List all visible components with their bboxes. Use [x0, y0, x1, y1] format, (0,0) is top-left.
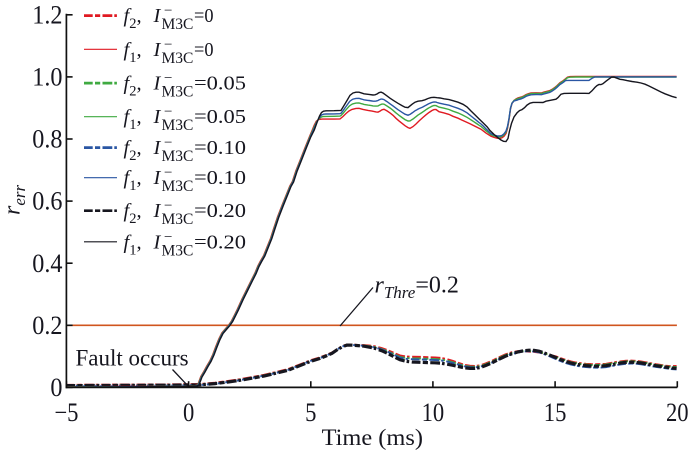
svg-text:0.6: 0.6	[32, 188, 62, 216]
svg-text:0.2: 0.2	[32, 312, 62, 340]
svg-text:−: −	[164, 71, 172, 87]
svg-text:I: I	[153, 167, 162, 189]
svg-text:0.8: 0.8	[32, 126, 62, 154]
svg-text:I: I	[153, 5, 162, 27]
svg-text:M3C: M3C	[162, 50, 194, 67]
svg-text:f2,: f2,	[124, 5, 142, 32]
svg-text:5: 5	[305, 399, 316, 428]
svg-text:I: I	[153, 200, 162, 222]
svg-text:M3C: M3C	[162, 117, 194, 134]
svg-text:=0.05: =0.05	[194, 106, 246, 128]
svg-text:−: −	[164, 135, 172, 151]
svg-text:I: I	[153, 39, 162, 61]
svg-text:I: I	[153, 106, 162, 128]
svg-text:I: I	[153, 73, 162, 95]
svg-text:−: −	[164, 37, 172, 53]
svg-text:M3C: M3C	[162, 16, 194, 33]
svg-text:20: 20	[666, 399, 689, 428]
svg-text:M3C: M3C	[162, 242, 194, 259]
svg-text:=0.10: =0.10	[194, 137, 246, 159]
svg-text:−: −	[164, 104, 172, 120]
svg-text:I: I	[153, 231, 162, 253]
svg-text:M3C: M3C	[162, 178, 194, 195]
svg-text:M3C: M3C	[162, 148, 194, 165]
svg-text:1.2: 1.2	[32, 2, 62, 30]
svg-text:−5: −5	[54, 399, 78, 428]
svg-text:f1,: f1,	[124, 231, 142, 258]
svg-text:−: −	[164, 3, 172, 19]
svg-text:10: 10	[422, 399, 445, 428]
svg-text:0.4: 0.4	[32, 250, 63, 278]
svg-text:−: −	[164, 229, 172, 245]
svg-text:f2,: f2,	[124, 73, 142, 100]
svg-text:=0.20: =0.20	[194, 200, 246, 222]
svg-text:Fault occurs: Fault occurs	[76, 346, 189, 371]
svg-text:f1,: f1,	[124, 39, 142, 66]
svg-text:M3C: M3C	[162, 84, 194, 101]
svg-text:0: 0	[50, 374, 62, 402]
svg-text:M3C: M3C	[162, 211, 194, 228]
svg-text:f1,: f1,	[124, 167, 142, 194]
svg-text:15: 15	[544, 399, 567, 428]
svg-text:=0: =0	[194, 5, 214, 27]
svg-text:−: −	[164, 198, 172, 214]
svg-text:1.0: 1.0	[32, 64, 62, 92]
svg-text:0: 0	[183, 399, 194, 428]
svg-text:=0.10: =0.10	[194, 167, 246, 189]
svg-text:I: I	[153, 137, 162, 159]
svg-text:=0: =0	[194, 39, 214, 61]
svg-text:f1,: f1,	[124, 106, 142, 133]
svg-text:=0.20: =0.20	[194, 231, 246, 253]
svg-text:−: −	[164, 165, 172, 181]
svg-text:=0.05: =0.05	[194, 73, 246, 95]
svg-text:f2,: f2,	[124, 137, 142, 164]
svg-text:Time (ms): Time (ms)	[322, 426, 423, 451]
svg-text:f2,: f2,	[124, 200, 142, 227]
